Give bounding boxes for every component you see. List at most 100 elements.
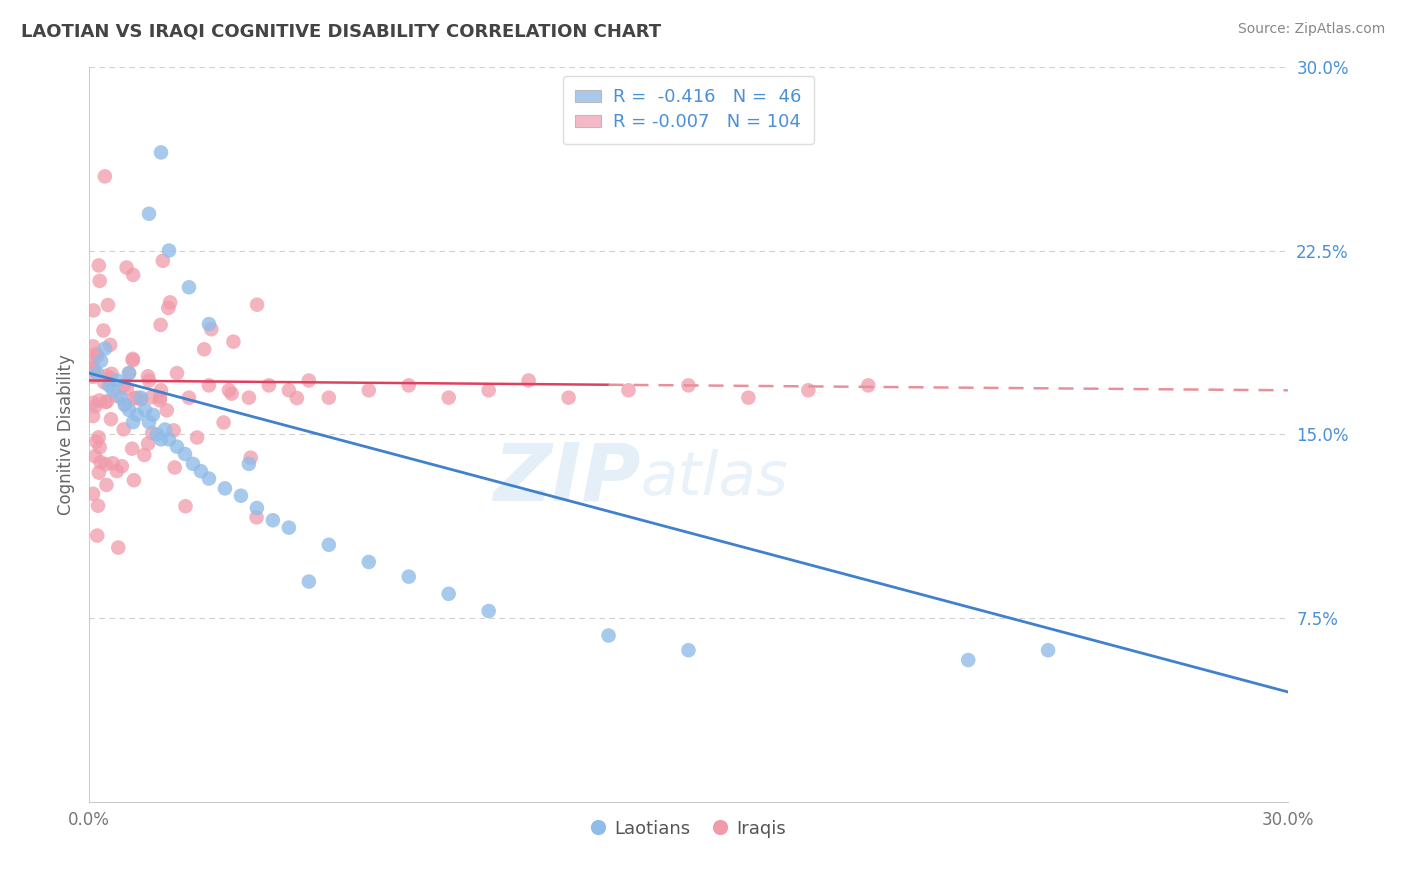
Point <box>125 408 148 422</box>
Point <box>82 361 104 376</box>
Point <box>166 366 188 380</box>
Point <box>96 478 118 492</box>
Point <box>82 339 104 353</box>
Point <box>298 374 321 388</box>
Point <box>517 374 540 388</box>
Point <box>94 458 117 472</box>
Point <box>198 472 221 486</box>
Point <box>478 604 501 618</box>
Point <box>177 391 200 405</box>
Point <box>157 244 180 258</box>
Point <box>93 324 115 338</box>
Point <box>84 399 107 413</box>
Point <box>163 460 186 475</box>
Point <box>150 384 173 398</box>
Point <box>114 397 136 411</box>
Point <box>398 378 420 392</box>
Point <box>129 391 152 405</box>
Point <box>277 384 299 398</box>
Point <box>121 353 143 368</box>
Point <box>163 423 186 437</box>
Point <box>97 298 120 312</box>
Point <box>84 434 107 449</box>
Point <box>105 464 128 478</box>
Legend: Laotians, Iraqis: Laotians, Iraqis <box>583 813 793 845</box>
Point <box>159 295 181 310</box>
Point <box>146 427 169 442</box>
Point <box>152 253 174 268</box>
Point <box>142 408 165 422</box>
Point <box>617 384 640 398</box>
Text: atlas: atlas <box>641 449 789 508</box>
Point <box>598 628 620 642</box>
Point <box>86 528 108 542</box>
Point <box>110 391 132 405</box>
Point <box>557 391 579 405</box>
Point <box>100 412 122 426</box>
Point <box>122 415 145 429</box>
Point <box>141 425 163 440</box>
Point <box>246 298 269 312</box>
Point <box>318 538 340 552</box>
Point <box>89 440 111 454</box>
Point <box>157 301 180 315</box>
Point <box>87 430 110 444</box>
Point <box>437 391 460 405</box>
Point <box>150 433 173 447</box>
Point <box>82 360 104 375</box>
Point <box>83 363 105 377</box>
Point <box>212 416 235 430</box>
Point <box>86 349 108 363</box>
Point <box>181 457 204 471</box>
Point <box>136 369 159 384</box>
Y-axis label: Cognitive Disability: Cognitive Disability <box>58 354 75 515</box>
Point <box>111 459 134 474</box>
Point <box>149 318 172 332</box>
Point <box>200 322 222 336</box>
Point <box>150 145 173 160</box>
Point <box>222 334 245 349</box>
Point <box>221 386 243 401</box>
Point <box>82 363 104 377</box>
Point <box>136 436 159 450</box>
Point <box>112 422 135 436</box>
Point <box>89 455 111 469</box>
Point <box>257 378 280 392</box>
Point <box>100 367 122 381</box>
Point <box>238 457 260 471</box>
Point <box>122 473 145 487</box>
Point <box>193 343 215 357</box>
Point <box>118 366 141 380</box>
Point <box>149 393 172 408</box>
Point <box>107 541 129 555</box>
Point <box>134 448 156 462</box>
Point <box>93 376 115 390</box>
Point <box>101 384 124 398</box>
Point <box>437 587 460 601</box>
Point <box>89 393 111 408</box>
Point <box>115 382 138 396</box>
Point <box>797 384 820 398</box>
Point <box>118 403 141 417</box>
Point <box>245 510 267 524</box>
Point <box>115 260 138 275</box>
Point <box>157 433 180 447</box>
Point <box>737 391 759 405</box>
Point <box>129 392 152 407</box>
Point <box>82 395 104 409</box>
Point <box>298 574 321 589</box>
Point <box>285 391 308 405</box>
Point <box>138 374 160 388</box>
Point <box>86 366 108 380</box>
Point <box>166 440 188 454</box>
Point <box>357 555 380 569</box>
Point <box>198 317 221 331</box>
Point <box>98 378 121 392</box>
Point <box>84 449 107 463</box>
Point <box>90 354 112 368</box>
Point <box>218 384 240 398</box>
Point <box>112 378 135 392</box>
Point <box>94 169 117 184</box>
Point <box>96 368 118 383</box>
Point <box>149 390 172 404</box>
